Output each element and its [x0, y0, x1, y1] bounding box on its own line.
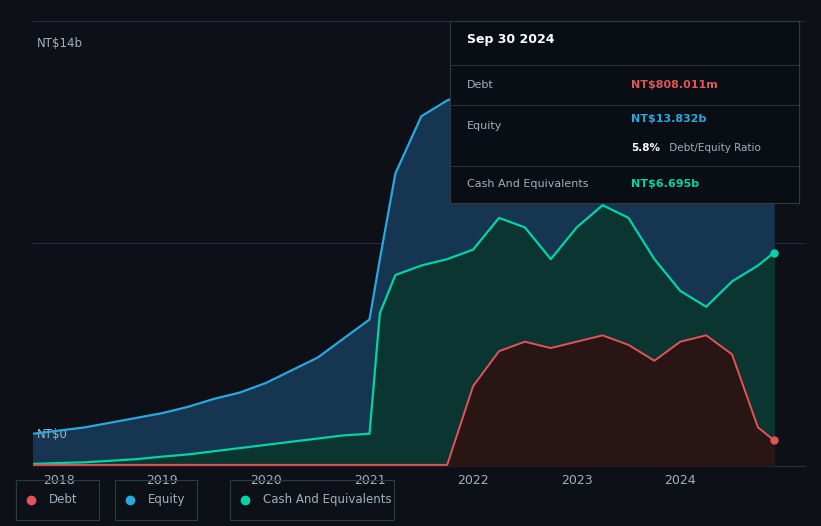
Text: Cash And Equivalents: Cash And Equivalents — [263, 493, 392, 506]
Text: NT$14b: NT$14b — [37, 37, 83, 49]
Bar — [230, 480, 394, 520]
Text: Debt/Equity Ratio: Debt/Equity Ratio — [667, 143, 761, 153]
Text: NT$6.695b: NT$6.695b — [631, 179, 699, 189]
Bar — [115, 480, 197, 520]
Text: Cash And Equivalents: Cash And Equivalents — [467, 179, 589, 189]
Text: NT$13.832b: NT$13.832b — [631, 114, 707, 124]
Text: Equity: Equity — [467, 122, 502, 132]
Text: NT$0: NT$0 — [37, 428, 67, 441]
Bar — [16, 480, 99, 520]
Text: Debt: Debt — [467, 79, 494, 89]
Text: Sep 30 2024: Sep 30 2024 — [467, 33, 555, 46]
Text: Debt: Debt — [49, 493, 78, 506]
Text: NT$808.011m: NT$808.011m — [631, 79, 718, 89]
Text: Equity: Equity — [148, 493, 186, 506]
Text: 5.8%: 5.8% — [631, 143, 660, 153]
